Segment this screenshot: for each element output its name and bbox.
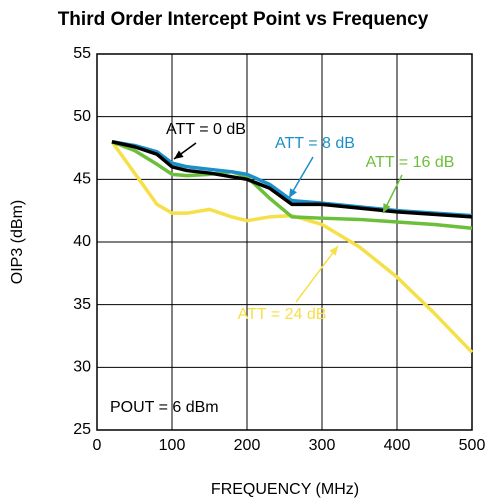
y-tick-label: 30: [73, 359, 91, 376]
x-tick-label: 300: [309, 437, 336, 454]
x-tick-label: 400: [384, 437, 411, 454]
series-label: ATT = 8 dB: [275, 135, 355, 152]
x-axis-label: FREQUENCY (MHz): [211, 481, 359, 498]
y-axis-label: OIP3 (dBm): [9, 200, 26, 284]
arrow-line: [295, 245, 339, 303]
x-tick-label: 500: [459, 437, 486, 454]
series-line: [110, 140, 474, 354]
arrow-head: [289, 188, 297, 198]
series-line: [111, 140, 473, 230]
y-tick-label: 35: [73, 296, 91, 313]
y-tick-label: 50: [73, 108, 91, 125]
x-tick-label: 0: [93, 437, 102, 454]
chart-title: Third Order Intercept Point vs Frequency: [58, 9, 429, 30]
arrow-head: [174, 150, 184, 159]
arrow-head: [329, 246, 338, 256]
y-tick-label: 45: [73, 171, 91, 188]
series-label: ATT = 24 dB: [238, 306, 327, 323]
series-label: ATT = 0 dB: [166, 121, 246, 138]
y-tick-label: 25: [73, 421, 91, 438]
x-tick-label: 100: [159, 437, 186, 454]
annotation: POUT = 6 dBm: [110, 399, 219, 416]
arrow-head: [383, 203, 391, 213]
y-tick-label: 40: [73, 233, 91, 250]
series-label: ATT = 16 dB: [366, 154, 455, 171]
y-tick-label: 55: [73, 45, 91, 62]
x-tick-label: 200: [234, 437, 261, 454]
plot-frame: [96, 53, 473, 431]
